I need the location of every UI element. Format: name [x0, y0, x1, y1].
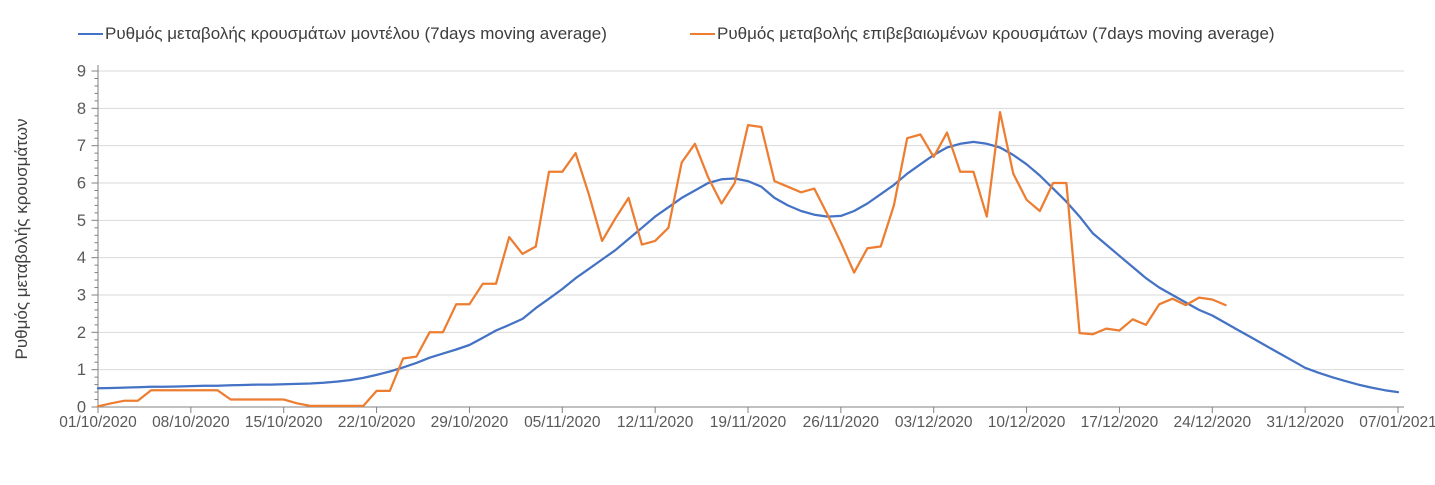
legend-marker-model-line [78, 32, 103, 35]
y-tick-label: 0 [77, 399, 86, 417]
confirmed-series-line [96, 110, 1227, 408]
x-tick-label: 24/12/2020 [1173, 414, 1251, 431]
x-tick-labels: 01/10/2020 08/10/2020 15/10/2020 22/10/2020… [59, 407, 1435, 431]
x-tick-label: 08/10/2020 [152, 414, 230, 431]
axes [91, 65, 1404, 408]
y-tick-label: 2 [77, 324, 86, 342]
legend-item-model: Ρυθμός μεταβολής κρουσμάτων μοντέλου (7d… [78, 24, 607, 43]
x-tick-label: 15/10/2020 [245, 414, 323, 431]
y-tick-label: 8 [77, 100, 86, 118]
y-tick-labels: 0 1 2 3 4 5 6 7 8 9 [77, 63, 86, 417]
legend-item-confirmed: Ρυθμός μεταβολής επιβεβαιωμένων κρουσμάτ… [690, 24, 1275, 43]
y-tick-label: 5 [77, 212, 86, 230]
y-tick-label: 1 [77, 361, 86, 379]
x-tick-label: 07/01/2021 [1359, 414, 1435, 431]
x-tick-label: 29/10/2020 [431, 414, 509, 431]
x-tick-label: 01/10/2020 [59, 414, 137, 431]
x-tick-label: 26/11/2020 [803, 414, 880, 431]
x-tick-label: 19/11/2020 [710, 414, 787, 431]
x-tick-label: 17/12/2020 [1081, 414, 1159, 431]
y-tick-label: 6 [77, 175, 86, 193]
x-tick-label: 31/12/2020 [1266, 414, 1344, 431]
y-tick-label: 9 [77, 63, 86, 81]
y-gridlines [98, 70, 1404, 371]
x-tick-label: 05/11/2020 [524, 414, 601, 431]
y-tick-label: 3 [77, 287, 86, 305]
x-tick-label: 22/10/2020 [338, 414, 416, 431]
x-tick-label: 12/11/2020 [617, 414, 694, 431]
y-tick-label: 4 [77, 249, 86, 267]
legend-marker-confirmed-line [690, 32, 715, 35]
x-tick-label: 03/12/2020 [895, 414, 973, 431]
legend-label-confirmed: Ρυθμός μεταβολής επιβεβαιωμένων κρουσμάτ… [717, 24, 1275, 43]
x-tick-label: 10/12/2020 [988, 414, 1066, 431]
y-tick-label: 7 [77, 137, 86, 155]
legend-label-model: Ρυθμός μεταβολής κρουσμάτων μοντέλου (7d… [105, 24, 607, 43]
model-series-line [96, 140, 1400, 394]
